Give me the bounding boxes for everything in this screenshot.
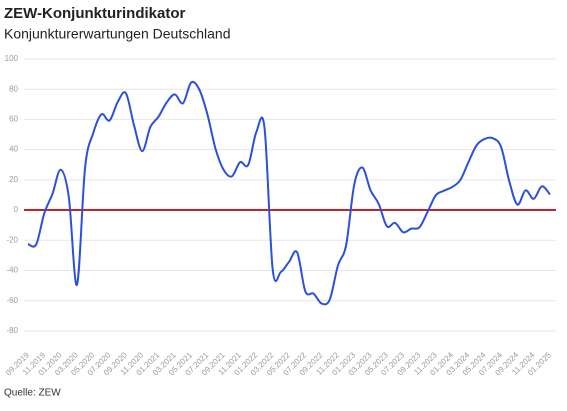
y-tick-label: 80 (9, 84, 18, 93)
chart-title: ZEW-Konjunkturindikator (4, 5, 186, 22)
y-tick-label: -60 (6, 296, 18, 305)
y-tick-label: 0 (14, 205, 19, 214)
y-tick-label: -80 (6, 326, 18, 335)
data-line (27, 80, 551, 306)
y-tick-label: -40 (6, 266, 18, 275)
y-tick-label: 20 (9, 175, 18, 184)
y-tick-label: 40 (9, 145, 18, 154)
y-tick-label: 60 (9, 115, 18, 124)
y-tick-label: 100 (5, 54, 19, 63)
source: Quelle: ZEW (4, 388, 61, 399)
chart-subtitle: Konjunkturerwartungen Deutschland (4, 26, 230, 42)
y-tick-label: -20 (6, 235, 18, 244)
